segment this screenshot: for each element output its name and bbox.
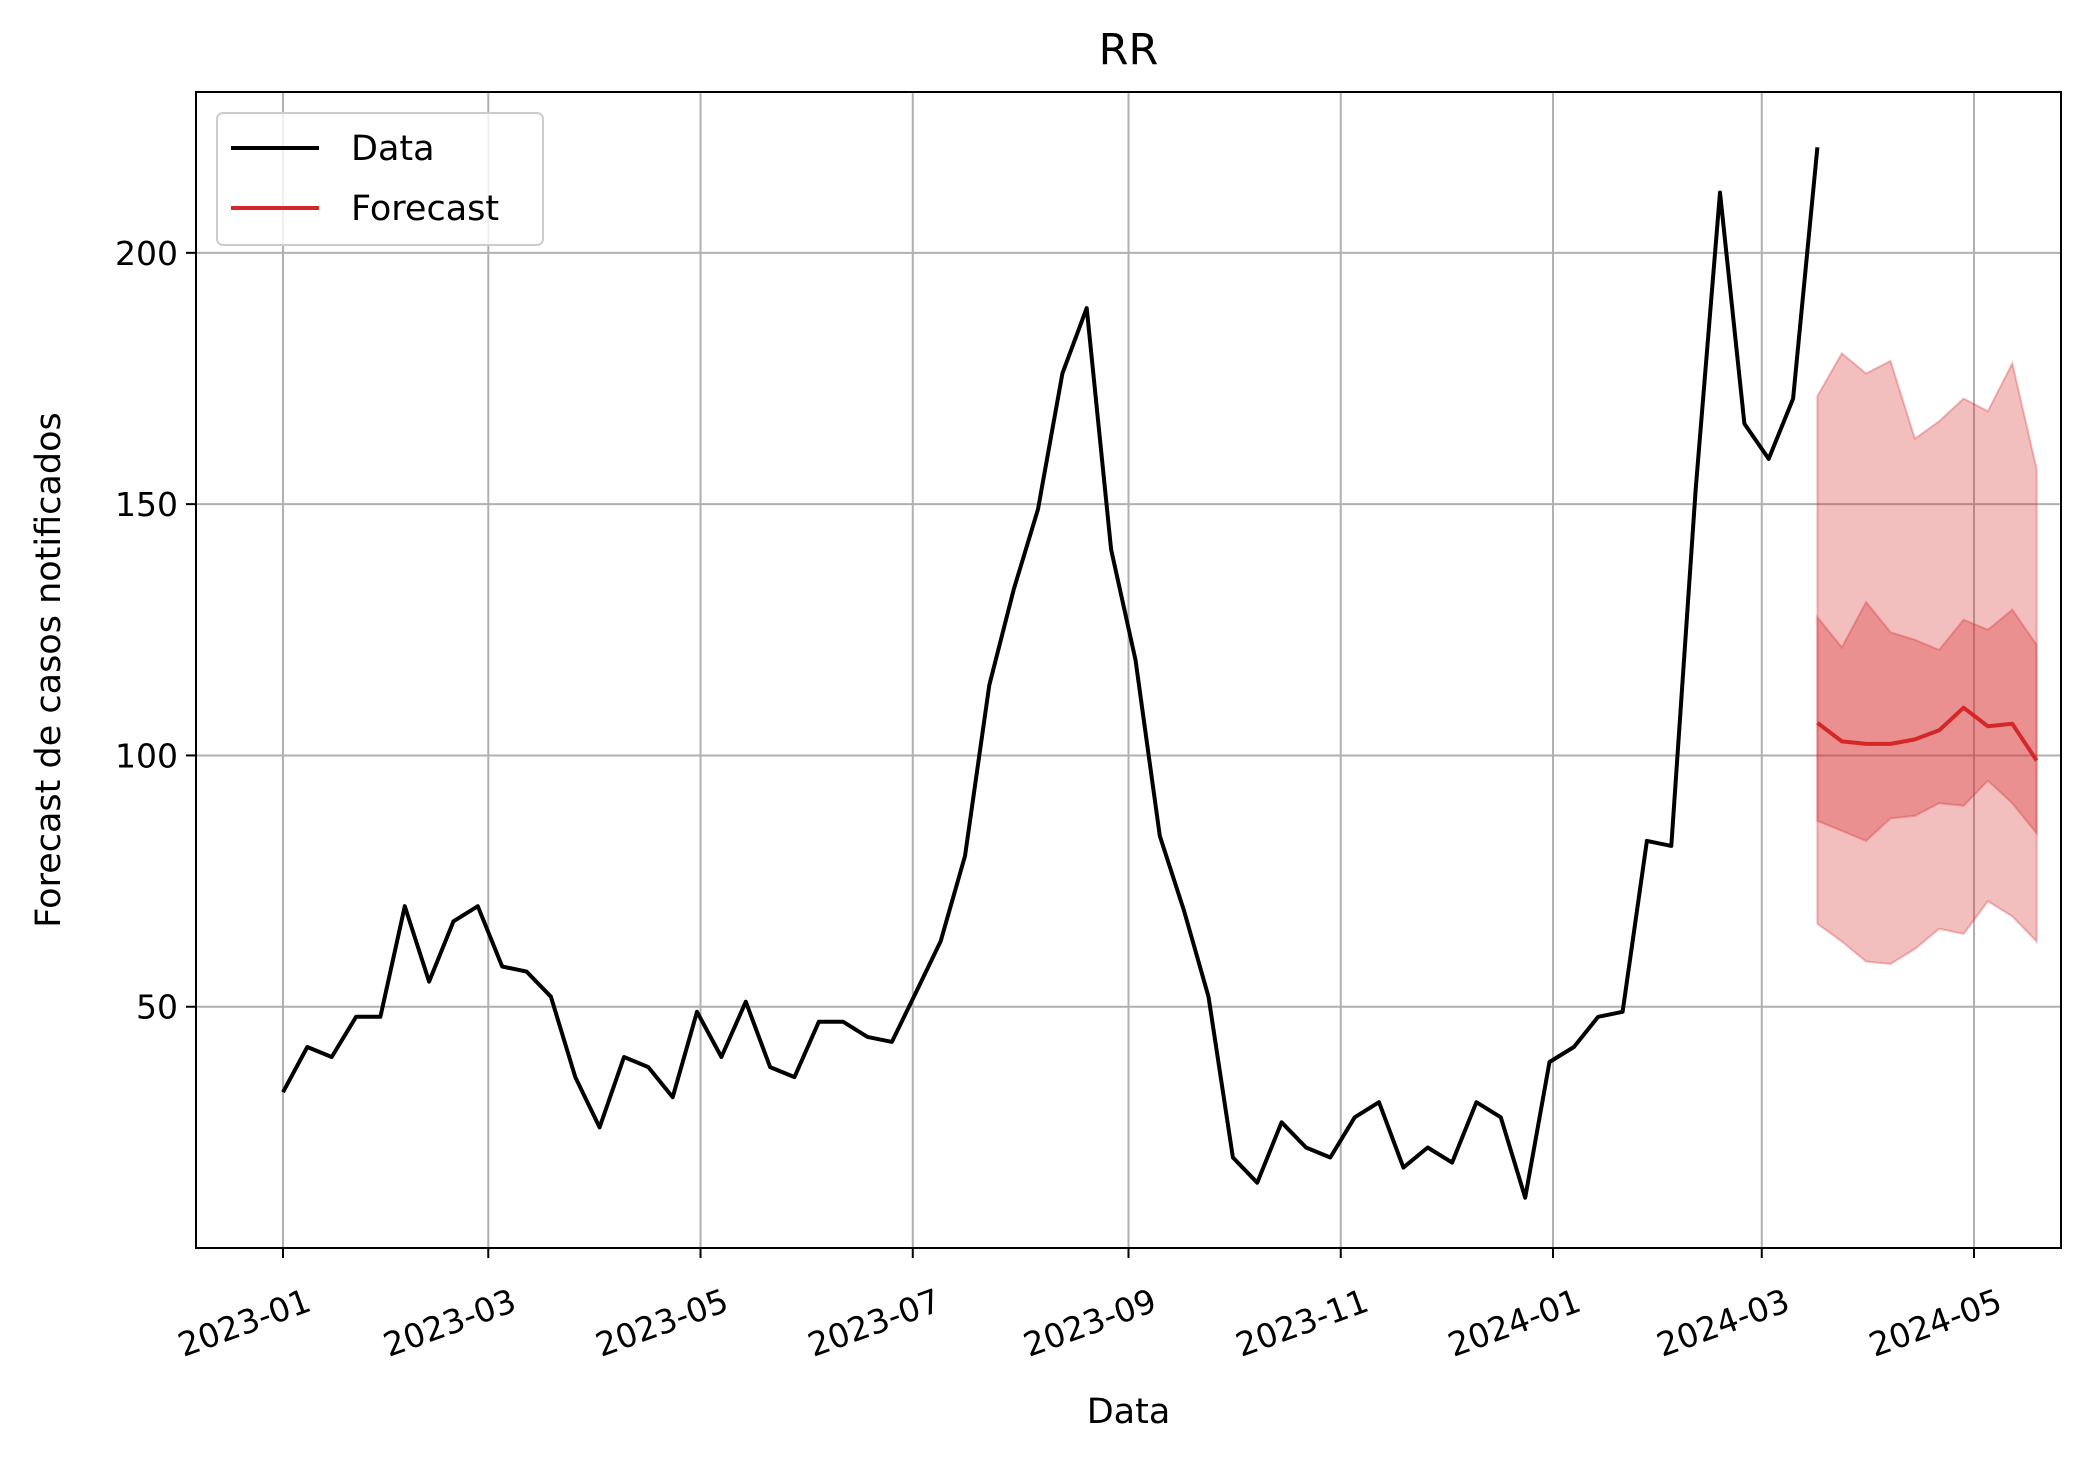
y-tick-label: 150 (115, 485, 178, 524)
series-line-data (281, 147, 1820, 1200)
y-axis-ticks: 50 100 150 200 (115, 234, 196, 1027)
series-line-forecast (1816, 705, 2039, 762)
forecast-band-95 (1816, 351, 2038, 966)
x-axis-label: Data (1087, 1392, 1171, 1432)
forecast-50-interval (1816, 600, 2038, 843)
series-lines (281, 147, 2039, 1200)
forecast-band-50 (1816, 600, 2038, 843)
forecast-95-interval (1816, 351, 2038, 966)
y-axis-label: Forecast de casos notificados (29, 412, 69, 927)
legend: Data Forecast (216, 112, 544, 246)
chart-title: RR (1099, 25, 1159, 75)
legend-label-forecast: Forecast (351, 189, 499, 229)
y-tick-label: 50 (136, 988, 178, 1027)
grid (196, 92, 2061, 1248)
legend-label-data: Data (351, 129, 435, 169)
y-tick-label: 200 (115, 234, 178, 273)
y-tick-label: 100 (115, 736, 178, 775)
